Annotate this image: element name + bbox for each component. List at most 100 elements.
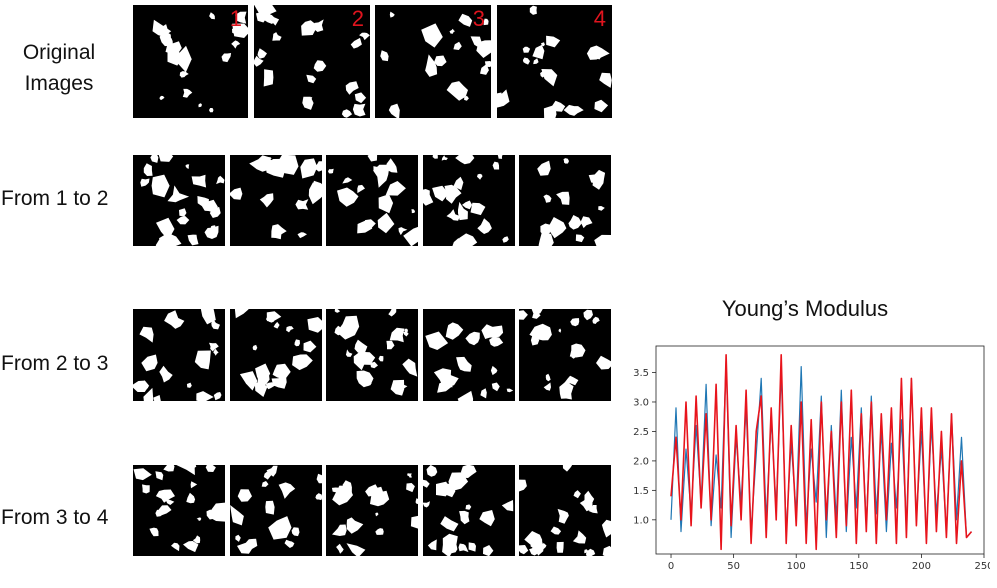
particle <box>497 155 503 159</box>
particle <box>598 206 605 211</box>
particle <box>425 54 438 77</box>
interpolated-image-tile <box>133 309 225 401</box>
particle <box>334 309 341 313</box>
particle <box>232 23 248 38</box>
particle <box>599 72 612 88</box>
particle <box>205 465 216 472</box>
particle <box>297 232 307 239</box>
particle <box>272 363 291 380</box>
particle <box>491 382 500 392</box>
particle <box>176 45 192 73</box>
particle <box>167 185 190 203</box>
particle <box>358 351 376 365</box>
interpolated-image-tile <box>326 155 418 246</box>
particle <box>519 545 529 555</box>
particle <box>197 196 213 212</box>
particle <box>572 530 587 544</box>
tile-particles <box>423 465 514 556</box>
particle <box>350 37 362 49</box>
particle <box>268 516 292 540</box>
x-tick-label: 250 <box>974 561 990 572</box>
particle <box>306 96 313 103</box>
particle <box>150 155 159 163</box>
particle <box>336 315 360 340</box>
particle <box>213 392 222 401</box>
particle <box>425 331 449 350</box>
particle <box>562 465 572 472</box>
interpolated-image-tile <box>423 465 515 556</box>
x-tick-label: 100 <box>787 561 806 572</box>
particle <box>432 155 438 159</box>
particle <box>443 482 451 494</box>
particle <box>446 81 468 101</box>
tile-particles <box>230 465 322 554</box>
particle <box>389 11 395 18</box>
particle <box>427 539 437 551</box>
tile-particles <box>234 309 322 397</box>
particle <box>133 468 152 481</box>
particle <box>237 538 258 554</box>
particle <box>234 309 249 319</box>
particle <box>235 11 247 24</box>
particle <box>255 363 271 383</box>
particle <box>196 517 202 521</box>
particle <box>198 103 202 108</box>
particle <box>176 465 195 476</box>
particle <box>231 40 241 49</box>
particle <box>291 527 300 537</box>
particle <box>159 365 173 383</box>
particle <box>159 95 165 101</box>
particle <box>164 310 185 329</box>
tile-particles <box>133 309 222 401</box>
tile-particles <box>133 465 225 553</box>
particle <box>370 361 378 369</box>
particle <box>404 328 408 333</box>
particle <box>187 234 199 246</box>
row-label-original-images: Original Images <box>22 41 96 95</box>
particle <box>501 500 514 512</box>
particle <box>506 388 514 393</box>
particle <box>312 19 324 32</box>
chart-title: Young’s Modulus <box>721 296 889 321</box>
particle <box>341 109 353 118</box>
particle <box>332 524 347 536</box>
particle <box>533 58 539 65</box>
particle <box>204 225 219 239</box>
particle <box>336 543 344 554</box>
particle <box>278 482 296 499</box>
particle <box>306 74 317 84</box>
particle <box>550 526 562 535</box>
particle <box>601 519 611 538</box>
particle <box>580 216 593 229</box>
particle <box>588 505 598 514</box>
particle <box>368 486 384 500</box>
interpolated-image-tile <box>230 309 322 401</box>
particle <box>434 55 447 67</box>
tile-particles <box>380 11 491 118</box>
particle <box>191 174 207 188</box>
particle <box>421 23 443 48</box>
particle <box>155 471 164 481</box>
particle <box>586 45 610 60</box>
particle <box>456 356 472 372</box>
particle <box>328 168 334 174</box>
interpolated-image-tile <box>326 465 418 556</box>
particle <box>270 17 280 26</box>
particle <box>155 238 174 246</box>
particle <box>192 465 197 468</box>
particle <box>213 348 219 356</box>
particle <box>390 379 405 396</box>
x-tick-label: 150 <box>849 561 868 572</box>
particle <box>441 155 448 161</box>
particle <box>209 108 214 113</box>
particle <box>410 515 418 529</box>
particle <box>151 174 170 198</box>
tile-particles <box>334 309 418 396</box>
particle <box>556 541 564 553</box>
particle <box>292 354 313 371</box>
particle <box>237 489 252 502</box>
particle <box>545 373 551 382</box>
particle <box>459 510 470 525</box>
particle <box>208 502 225 522</box>
particle <box>367 381 372 387</box>
